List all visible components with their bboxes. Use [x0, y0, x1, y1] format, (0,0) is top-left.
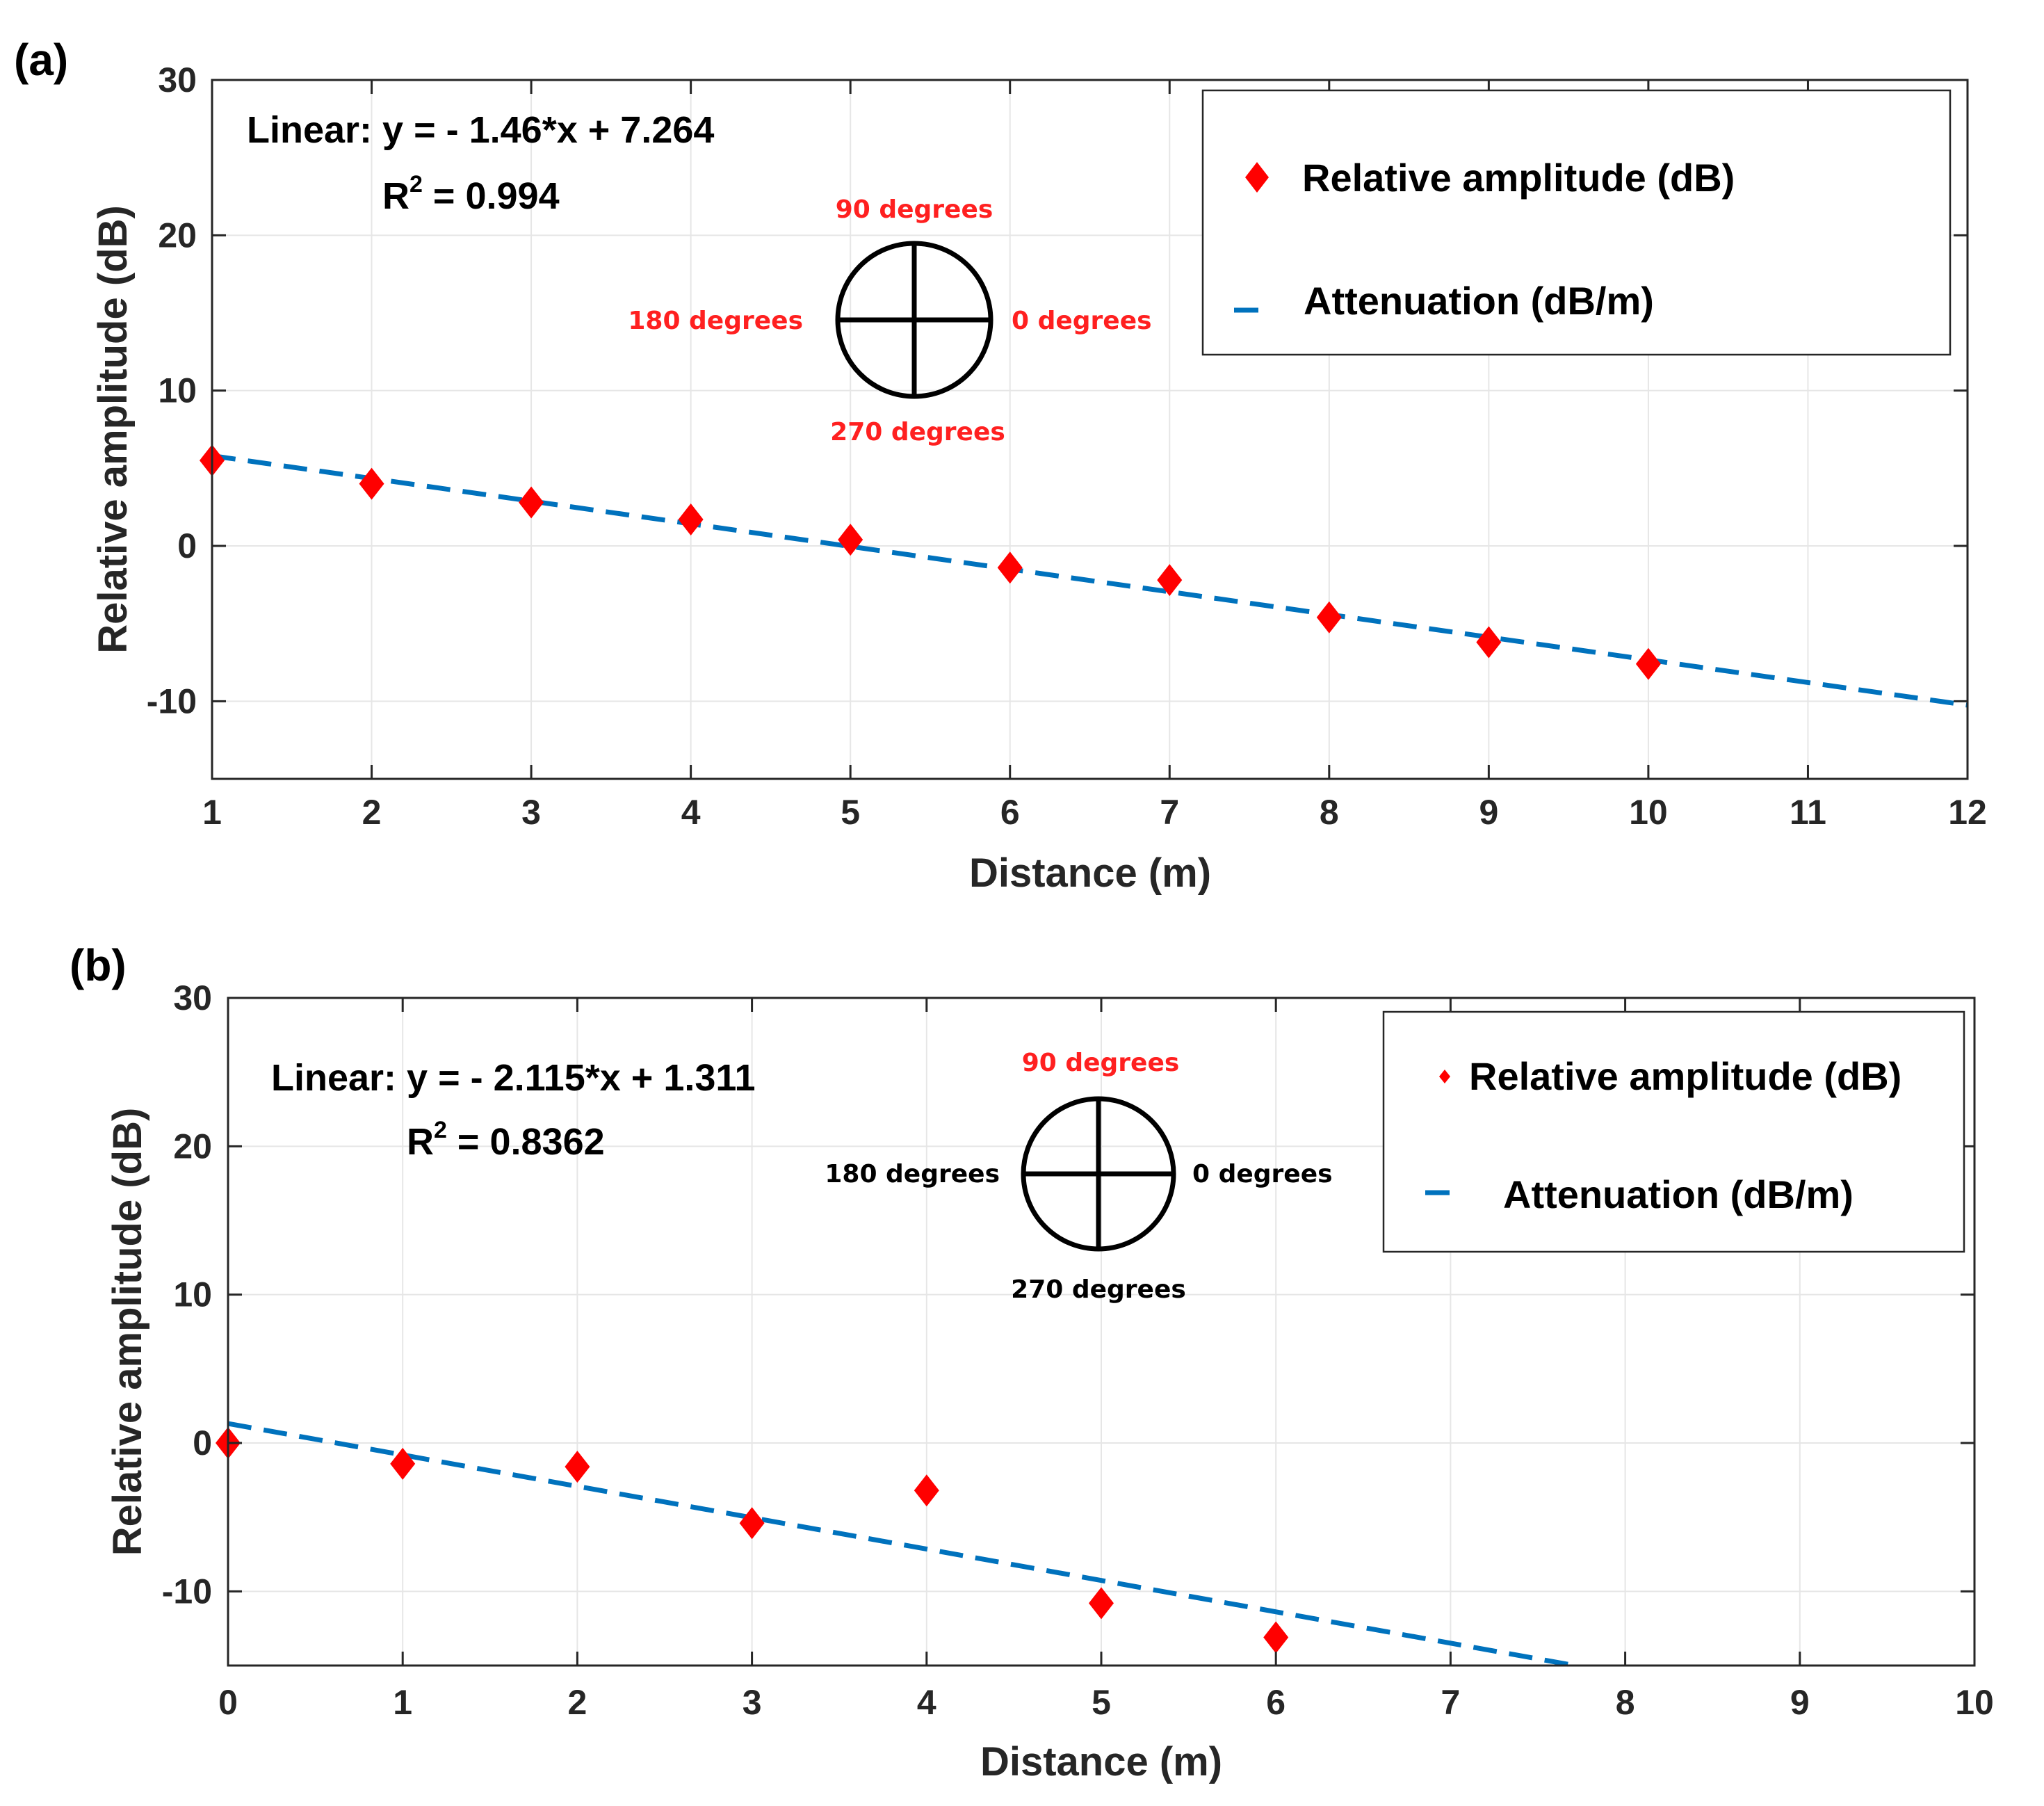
panel-a-compass-bottom-label: 270 degrees: [830, 418, 1005, 446]
panel-a-x-tick-label: 4: [681, 793, 701, 832]
panel-a-compass-left-label: 180 degrees: [628, 307, 803, 335]
panel-b-label: (b): [70, 940, 127, 990]
panel-b-compass-left-label: 180 degrees: [825, 1160, 1000, 1188]
panel-a-r2-symbol: R: [382, 175, 409, 217]
panel-b-compass: 90 degrees 180 degrees 0 degrees 270 deg…: [825, 1049, 1332, 1304]
panel-b-y-axis-label: Relative amplitude (dB): [105, 1108, 150, 1556]
panel-a-y-tick-label: 0: [177, 526, 197, 565]
panel-a-x-tick-label: 1: [202, 793, 222, 832]
panel-a-label: (a): [14, 35, 68, 85]
panel-b-x-tick-label: 1: [393, 1683, 412, 1722]
panel-a-data-point: [1476, 626, 1502, 659]
panel-b-data-point: [1089, 1587, 1114, 1620]
panel-b-data-point: [739, 1507, 765, 1540]
panel-a-x-tick-label: 9: [1479, 793, 1498, 832]
panel-a-x-ticks: 1 2 3 4 5 6 7 8 9 10 11 12: [202, 80, 1987, 832]
panel-b-data-point: [1263, 1621, 1289, 1654]
panel-a-x-tick-label: 2: [362, 793, 382, 832]
panel-b-equation: Linear: y = - 2.115*x + 1.311: [271, 1057, 756, 1099]
panel-b-r2-symbol: R: [407, 1121, 434, 1163]
panel-b-x-tick-label: 4: [917, 1683, 936, 1722]
panel-a-x-axis-label: Distance (m): [969, 850, 1211, 896]
panel-b-data-point: [390, 1447, 416, 1480]
panel-b-x-tick-label: 6: [1266, 1683, 1285, 1722]
panel-b-x-tick-label: 2: [567, 1683, 587, 1722]
panel-b-legend-marker-swatch: [1439, 1070, 1450, 1083]
panel-b-x-tick-label: 10: [1955, 1683, 1994, 1722]
panel-b-fit-line: [227, 1421, 1575, 1668]
panel-a-legend-marker-swatch: [1245, 162, 1269, 193]
panel-a-data-point: [519, 486, 544, 519]
panel-a-x-tick-label: 12: [1948, 793, 1987, 832]
panel-a-legend-marker-label: Relative amplitude (dB): [1302, 156, 1735, 200]
panel-a-x-tick-label: 10: [1629, 793, 1668, 832]
panel-b-r2-value: = 0.8362: [447, 1121, 605, 1163]
panel-a-r2-exponent: 2: [409, 171, 423, 197]
panel-a-data-point: [838, 524, 863, 556]
panel-a-r-squared: R2 = 0.994: [382, 171, 560, 217]
panel-b-compass-bottom-label: 270 degrees: [1011, 1275, 1186, 1304]
panel-b-x-tick-label: 9: [1790, 1683, 1810, 1722]
panel-b: (b) 0 1 2 3 4 5 6 7 8 9 10 -10 0 10 20 30 Distance (m)…: [70, 940, 1994, 1784]
panel-b-x-tick-label: 0: [218, 1683, 238, 1722]
panel-a-compass-top-label: 90 degrees: [836, 195, 993, 224]
panel-b-x-tick-label: 3: [743, 1683, 762, 1722]
panel-b-legend: Relative amplitude (dB) Attenuation (dB/…: [1382, 1010, 1965, 1253]
panel-a-data-point: [1635, 647, 1661, 680]
panel-b-x-tick-label: 7: [1441, 1683, 1460, 1722]
panel-a-compass-right-label: 0 degrees: [1012, 307, 1152, 335]
panel-a-legend-box: [1201, 89, 1952, 356]
panel-a-legend: Relative amplitude (dB) Attenuation (dB/…: [1201, 89, 1952, 356]
panel-b-compass-top-label: 90 degrees: [1022, 1049, 1180, 1077]
panel-b-y-tick-label: 10: [173, 1275, 212, 1314]
panel-b-legend-marker-label: Relative amplitude (dB): [1469, 1054, 1901, 1098]
panel-a-data-point: [678, 503, 704, 536]
panel-a-x-tick-label: 5: [841, 793, 860, 832]
panel-b-x-tick-label: 8: [1616, 1683, 1635, 1722]
panel-b-fit-layer: [227, 1421, 1575, 1668]
panel-a-y-tick-label: -10: [147, 682, 197, 720]
panel-a-y-axis-label: Relative amplitude (dB): [90, 205, 136, 654]
panel-a-legend-line-label: Attenuation (dB/m): [1304, 279, 1654, 323]
panel-b-data-point: [565, 1451, 590, 1483]
panel-b-x-ticks: 0 1 2 3 4 5 6 7 8 9 10: [218, 998, 1994, 1722]
panel-a-axes-box: [211, 79, 1969, 780]
panel-b-data-point: [914, 1474, 939, 1507]
panel-b-y-tick-label: 0: [193, 1424, 212, 1462]
panel-b-y-tick-label: -10: [162, 1572, 212, 1611]
panel-b-legend-box: [1382, 1010, 1965, 1253]
panel-a-x-tick-label: 11: [1790, 793, 1826, 832]
panel-a-fit-layer: [211, 453, 1968, 708]
panel-b-x-axis-label: Distance (m): [980, 1739, 1222, 1784]
panel-a-x-tick-label: 6: [1000, 793, 1020, 832]
panel-a-data-point: [997, 551, 1023, 584]
panel-b-y-tick-label: 20: [173, 1127, 212, 1166]
panel-a-x-tick-label: 7: [1160, 793, 1179, 832]
panel-a-y-ticks: -10 0 10 20 30: [147, 61, 1968, 720]
panel-a-data-point: [1157, 564, 1183, 597]
panel-a-r2-value: = 0.994: [423, 175, 560, 217]
panel-b-marker-layer: [216, 1427, 1289, 1654]
panel-b-legend-line-label: Attenuation (dB/m): [1503, 1172, 1854, 1216]
panel-a-y-tick-label: 20: [158, 216, 197, 255]
panel-b-y-tick-label: 30: [173, 978, 212, 1017]
panel-a-x-tick-label: 3: [521, 793, 541, 832]
panel-a-data-point: [359, 467, 384, 500]
panel-a-y-tick-label: 30: [158, 61, 197, 99]
panel-b-compass-right-label: 0 degrees: [1192, 1160, 1333, 1188]
panel-a-marker-layer: [200, 444, 1661, 680]
panel-a-equation: Linear: y = - 1.46*x + 7.264: [247, 109, 714, 151]
panel-a-compass: 90 degrees 180 degrees 0 degrees 270 deg…: [628, 195, 1151, 446]
panel-b-r-squared: R2 = 0.8362: [407, 1117, 605, 1163]
panel-b-x-tick-label: 5: [1092, 1683, 1111, 1722]
panel-a-fit-line: [211, 453, 1968, 708]
panel-a-x-tick-label: 8: [1320, 793, 1339, 832]
panel-a-y-tick-label: 10: [158, 371, 197, 410]
panel-b-r2-exponent: 2: [434, 1117, 447, 1143]
panel-a-data-point: [1316, 601, 1342, 634]
panel-b-y-ticks: -10 0 10 20 30: [162, 978, 1974, 1611]
